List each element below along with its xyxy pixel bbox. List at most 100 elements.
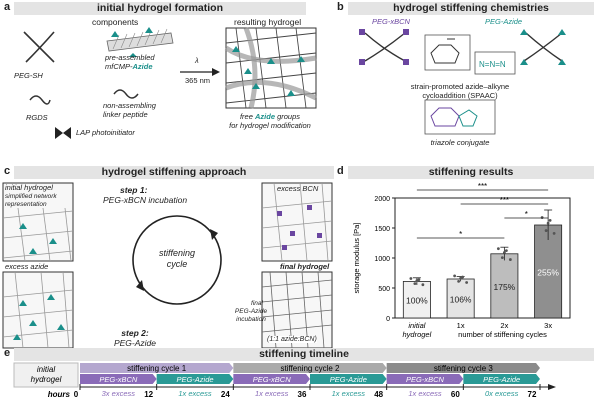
cycle-band bbox=[386, 363, 540, 373]
time-axis-arrow bbox=[548, 384, 556, 390]
mfcmp-label-prefix: mfCMP- bbox=[105, 62, 133, 71]
panel-a-title-bar bbox=[14, 2, 306, 15]
panel-letter-c: c bbox=[4, 165, 11, 177]
cycle-label: stiffening cycle 3 bbox=[434, 364, 494, 373]
free-caption-line2: for hydrogel modification bbox=[229, 121, 311, 130]
bcn-structure-glyph bbox=[424, 34, 471, 71]
spaac-line-1: strain-promoted azide–alkyne bbox=[410, 82, 510, 91]
lap-bowtie-icon bbox=[55, 127, 71, 139]
step-band bbox=[80, 374, 157, 384]
linker-label-1: non-assembling bbox=[103, 101, 156, 110]
y-tick-label: 500 bbox=[378, 286, 390, 293]
panel-d-title-bar bbox=[348, 166, 594, 179]
stiffening-results-chart: 0 500 1000 1500 2000 storage modulus [Pa] 100%… bbox=[352, 182, 571, 339]
x-tick-label: initial bbox=[408, 321, 425, 330]
cycle-band bbox=[80, 363, 234, 373]
panel-d-title: stiffening results bbox=[428, 166, 514, 178]
cycle-band bbox=[233, 363, 387, 373]
excess-bcn-grid bbox=[261, 182, 333, 262]
step1-desc: PEG-xBCN incubation bbox=[103, 195, 188, 205]
peg-xbcn-label: PEG-xBCN bbox=[372, 17, 410, 26]
hour-tick-label: 12 bbox=[144, 390, 153, 399]
y-tick-label: 1500 bbox=[374, 226, 390, 233]
data-point bbox=[508, 258, 512, 261]
cycle-label-2: cycle bbox=[166, 259, 188, 269]
bar bbox=[490, 253, 519, 319]
step-excess: 1x excess bbox=[255, 389, 289, 398]
bar bbox=[534, 224, 563, 319]
step-band bbox=[310, 374, 387, 384]
mfcmp-label-azide: Azide bbox=[132, 62, 153, 71]
final-inc-2: PEG-Azide bbox=[234, 308, 268, 315]
x-tick-label: 3x bbox=[544, 321, 552, 330]
peg-xbcn-glyph bbox=[359, 29, 409, 65]
peg-sh-glyph bbox=[23, 31, 55, 63]
svg-text:N=N=N: N=N=N bbox=[479, 60, 506, 69]
free-groups-word: groups bbox=[275, 112, 301, 121]
y-tick-label: 1000 bbox=[374, 256, 390, 263]
components-heading: components bbox=[92, 17, 139, 27]
data-point bbox=[453, 274, 457, 278]
data-point bbox=[502, 251, 506, 254]
data-point bbox=[459, 276, 463, 280]
hour-tick-label: 24 bbox=[221, 390, 230, 399]
bar bbox=[446, 278, 475, 319]
panel-b-title-bar bbox=[348, 2, 594, 15]
free-azide-caption: free Azide groups bbox=[220, 112, 320, 121]
panel-e-title: stiffening timeline bbox=[259, 348, 349, 360]
peg-azide-glyph bbox=[520, 29, 566, 65]
step-excess: 1x excess bbox=[332, 389, 366, 398]
data-point bbox=[500, 256, 504, 260]
panel-letter-b: b bbox=[337, 1, 344, 13]
hours-label: hours bbox=[48, 390, 71, 399]
significance-label: * bbox=[525, 210, 528, 219]
bar-label: 175% bbox=[494, 282, 516, 292]
x-tick-label: 2x bbox=[500, 321, 508, 330]
resulting-heading: resulting hydrogel bbox=[234, 17, 302, 27]
step-band bbox=[156, 374, 234, 384]
step2-title: step 2: bbox=[121, 328, 149, 338]
peg-azide-label: PEG-Azide bbox=[485, 17, 523, 26]
step-label: PEG-Azide bbox=[483, 375, 520, 384]
ratio-label: (1:1 azide:BCN) bbox=[267, 336, 317, 343]
mfcmp-fiber-glyph bbox=[106, 27, 174, 57]
bar-label: 100% bbox=[406, 296, 428, 306]
free-azide-word: Azide bbox=[254, 112, 275, 121]
triazole-structure-glyph bbox=[424, 99, 496, 135]
rgds-glyph bbox=[29, 95, 51, 105]
significance-label: *** bbox=[500, 196, 509, 205]
simplified-label-1: simplified network bbox=[5, 193, 57, 200]
final-hydrogel-grid bbox=[261, 271, 333, 349]
step-label: PEG-xBCN bbox=[99, 375, 138, 384]
significance-label: *** bbox=[478, 182, 487, 191]
data-point bbox=[546, 221, 550, 225]
panel-letter-a: a bbox=[4, 1, 11, 13]
data-point bbox=[413, 282, 417, 285]
data-point bbox=[544, 229, 548, 232]
step-label: PEG-Azide bbox=[176, 375, 213, 384]
panel-letter-e: e bbox=[4, 347, 11, 359]
final-inc-3: incubation bbox=[236, 316, 266, 323]
linker-peptide-glyph bbox=[113, 89, 139, 99]
resulting-hydrogel-network bbox=[224, 27, 318, 109]
step-label: PEG-Azide bbox=[330, 375, 367, 384]
uv-arrow-icon bbox=[180, 68, 220, 76]
lap-label: LAP photoinitiator bbox=[76, 128, 135, 137]
step-excess: 1x excess bbox=[408, 389, 442, 398]
data-point bbox=[421, 283, 425, 287]
y-tick-label: 0 bbox=[386, 316, 390, 323]
initial-hydrogel-label: initial hydrogel bbox=[5, 183, 53, 192]
panel-a-title: initial hydrogel formation bbox=[96, 2, 223, 14]
initial-hydrogel-box bbox=[13, 362, 79, 388]
step-band bbox=[463, 374, 540, 384]
data-point bbox=[496, 247, 500, 251]
step1-title: step 1: bbox=[120, 185, 148, 195]
step-band bbox=[233, 374, 310, 384]
data-point bbox=[504, 249, 508, 252]
mfcmp-label-1: pre-assembled bbox=[105, 53, 155, 62]
y-axis-label: storage modulus [Pa] bbox=[352, 223, 361, 294]
x-axis-label: number of stiffening cycles bbox=[458, 330, 547, 339]
x-tick-label: 1x bbox=[457, 321, 465, 330]
significance-label: * bbox=[459, 230, 462, 239]
final-hydrogel-label: final hydrogel bbox=[280, 262, 330, 271]
